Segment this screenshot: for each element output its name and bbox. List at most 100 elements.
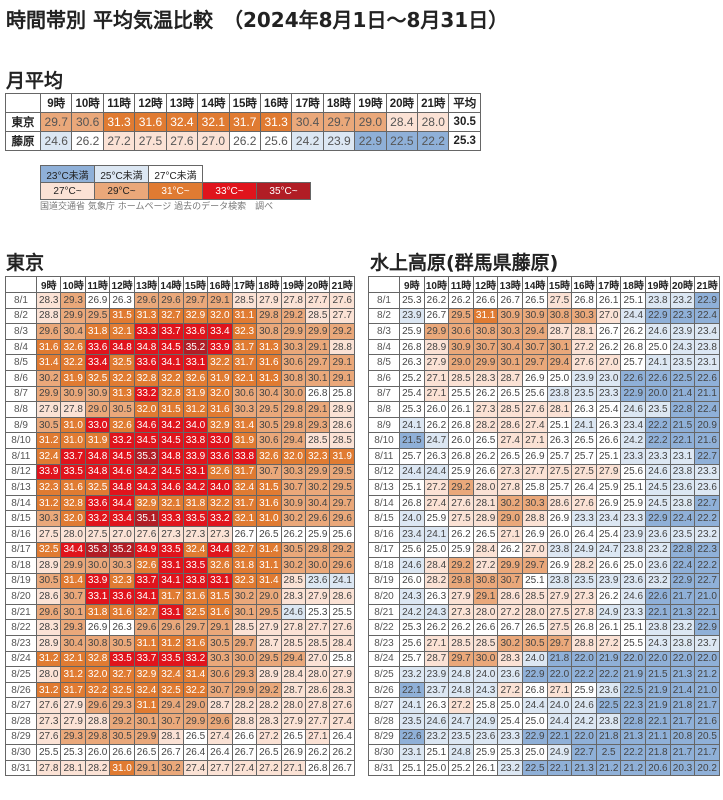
- heatmap-cell: 27.3: [472, 401, 499, 418]
- heatmap-cell: 22.7: [571, 744, 597, 761]
- heatmap-cell: 27.5: [546, 603, 573, 621]
- heatmap-cell: 33.8: [182, 432, 209, 449]
- heatmap-cell: 30.0: [231, 650, 258, 668]
- heatmap-cell: 30.4: [60, 635, 86, 652]
- table-row: 8/28 23.5 24.6 24.7 24.9 25.4 25.0 24.4 24.2 23.8…: [368, 713, 720, 730]
- row-label: 藤原: [5, 131, 41, 151]
- heatmap-cell: 28.8: [35, 307, 62, 325]
- date-label: 8/21: [368, 603, 400, 621]
- heatmap-cell: 29.9: [133, 728, 160, 746]
- heatmap-cell: 21.9: [645, 681, 671, 699]
- heatmap-cell: 29.7: [182, 619, 209, 637]
- heatmap-cell: 24.9: [546, 744, 573, 761]
- heatmap-cell: 30.3: [109, 557, 135, 574]
- heatmap-cell: 27.8: [571, 603, 597, 621]
- table-row: 8/31 25.1 25.0 25.2 26.1 23.2 22.5 22.1 21.3 21.2…: [368, 759, 720, 777]
- heatmap-cell: 33.5: [60, 463, 86, 481]
- table-row: 8/3 29.6 30.4 31.8 32.1 33.3 33.7 33.6 33.4 32.3 3…: [5, 323, 355, 340]
- heatmap-cell: 33.4: [109, 510, 135, 527]
- heatmap-cell: 24.0: [546, 697, 573, 715]
- heatmap-cell: 31.1: [133, 697, 160, 715]
- heatmap-cell: 32.1: [231, 369, 258, 387]
- heatmap-cell: 22.0: [571, 728, 597, 746]
- heatmap-cell: 30.5: [109, 728, 135, 746]
- heatmap-cell: 22.9: [645, 307, 671, 325]
- heatmap-cell: 32.0: [84, 666, 111, 683]
- heatmap-cell: 29.9: [304, 323, 331, 340]
- heatmap-cell: 29.8: [304, 541, 331, 559]
- heatmap-cell: 32.5: [84, 479, 111, 496]
- heatmap-cell: 29.6: [329, 557, 355, 574]
- heatmap-cell: 33.8: [182, 572, 209, 590]
- heatmap-cell: 24.3: [669, 338, 696, 356]
- heatmap-cell: 21.4: [669, 681, 696, 699]
- heatmap-cell: 29.4: [546, 354, 573, 371]
- heatmap-cell: 27.3: [497, 463, 524, 481]
- heatmap-cell: 26.7: [158, 744, 184, 761]
- heatmap-cell: 28.9: [256, 666, 282, 683]
- heatmap-cell: 30.1: [497, 354, 524, 371]
- heatmap-cell: 21.7: [694, 744, 720, 761]
- date-label: 8/26: [5, 681, 37, 699]
- heatmap-cell: 28.8: [84, 713, 111, 730]
- heatmap-cell: 23.5: [645, 401, 671, 418]
- heatmap-cell: 28.9: [329, 401, 355, 418]
- heatmap-cell: 30.3: [522, 494, 548, 512]
- table-row: 8/29 27.6 29.3 29.8 30.5 29.9 28.1 26.5 27.4 26.6…: [5, 728, 355, 746]
- heatmap-cell: 35.1: [133, 510, 160, 527]
- heatmap-cell: 26.8: [399, 494, 425, 512]
- heatmap-cell: 32.0: [60, 510, 86, 527]
- heatmap-cell: 28.1: [546, 401, 573, 418]
- heatmap-cell: 21.9: [645, 697, 671, 715]
- heatmap-cell: 27.6: [329, 292, 355, 309]
- heatmap-cell: 23.2: [669, 619, 696, 637]
- heatmap-cell: 26.6: [595, 432, 622, 449]
- heatmap-cell: 30.7: [497, 572, 524, 590]
- heatmap-cell: 22.9: [620, 385, 647, 403]
- heatmap-cell: 28.4: [329, 635, 355, 652]
- heatmap-cell: 28.0: [304, 666, 331, 683]
- heatmap-cell: 28.6: [497, 416, 524, 434]
- heatmap-cell: 29.9: [280, 323, 306, 340]
- table-row: 8/23 28.9 30.4 30.8 30.5 31.1 31.2 31.6 30.5 29.7…: [5, 635, 355, 652]
- heatmap-cell: 32.5: [84, 369, 111, 387]
- heatmap-cell: 27.4: [497, 432, 524, 449]
- heatmap-cell: 29.8: [280, 401, 306, 418]
- heatmap-cell: 28.0: [522, 603, 548, 621]
- heatmap-cell: 22.3: [620, 697, 647, 715]
- hour-header: 18時: [620, 276, 647, 293]
- heatmap-cell: 34.3: [133, 479, 160, 496]
- heatmap-cell: 32.6: [182, 369, 209, 387]
- heatmap-cell: 27.3: [207, 525, 233, 543]
- heatmap-cell: 26.9: [84, 619, 111, 637]
- heatmap-cell: 23.5: [669, 354, 696, 371]
- heatmap-cell: 27.8: [497, 479, 524, 496]
- heatmap-cell: 26.3: [546, 432, 573, 449]
- heatmap-cell: 25.1: [620, 292, 647, 309]
- heatmap-cell: 26.7: [329, 759, 355, 777]
- heatmap-cell: 29.7: [304, 354, 331, 371]
- heatmap-cell: 32.3: [109, 572, 135, 590]
- heatmap-cell: 26.5: [497, 385, 524, 403]
- hour-header: 10時: [423, 276, 450, 293]
- hour-header: 10時: [60, 276, 86, 293]
- heatmap-cell: 30.8: [256, 323, 282, 340]
- date-label: 8/21: [5, 603, 37, 621]
- heatmap-cell: 22.9: [669, 572, 696, 590]
- hour-header: 21時: [694, 276, 720, 293]
- heatmap-cell: 24.9: [472, 713, 499, 730]
- heatmap-cell: 22.2: [694, 510, 720, 527]
- heatmap-cell: 24.3: [399, 588, 425, 605]
- table-row: 8/17 25.6 25.0 25.9 28.4 26.2 27.0 23.8 24.9 24.7…: [368, 541, 720, 559]
- heatmap-cell: 29.1: [472, 588, 499, 605]
- heatmap-cell: 30.2: [280, 510, 306, 527]
- heatmap-cell: 23.8: [645, 292, 671, 309]
- heatmap-cell: 23.4: [694, 323, 720, 340]
- heatmap-cell: 27.3: [182, 525, 209, 543]
- heatmap-cell: 34.0: [207, 479, 233, 496]
- heatmap-cell: 29.1: [304, 338, 331, 356]
- heatmap-cell: 31.6: [256, 494, 282, 512]
- hour-header: 21時: [417, 93, 450, 113]
- heatmap-cell: 28.9: [35, 635, 62, 652]
- heatmap-cell: 28.1: [158, 728, 184, 746]
